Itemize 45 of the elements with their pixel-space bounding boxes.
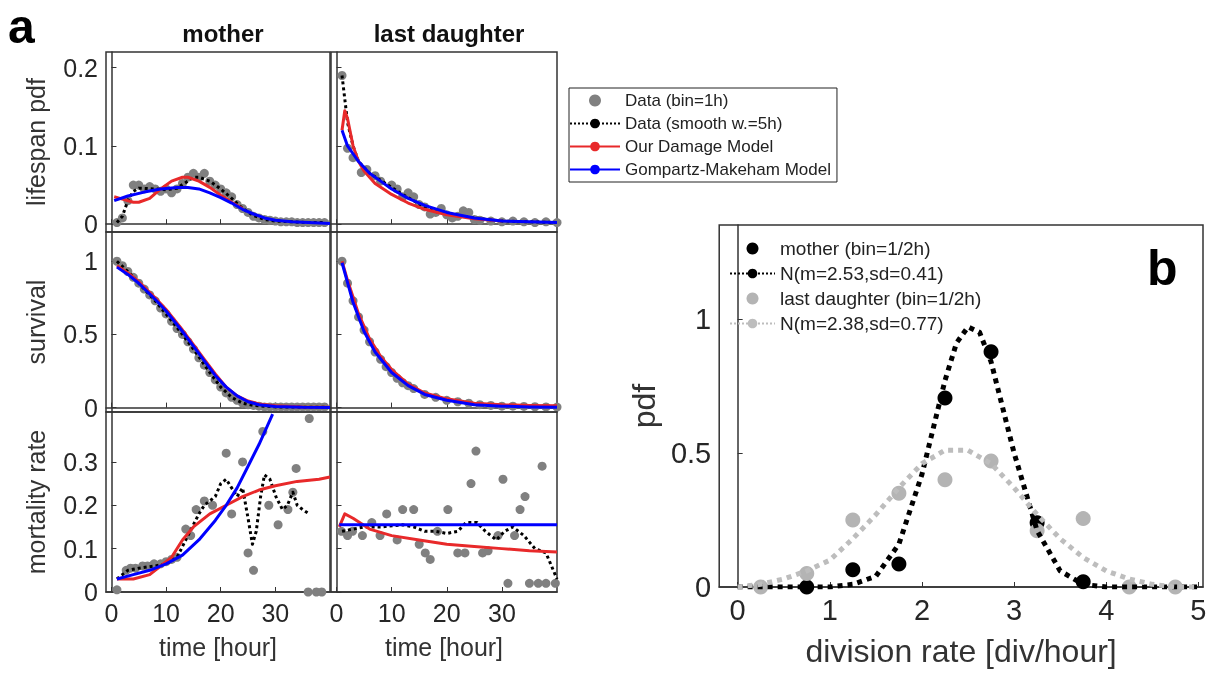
x-tick-label: 20 <box>206 598 235 627</box>
x-axis-title: time [hour] <box>384 632 504 661</box>
y-axis-title: pdf <box>626 383 662 429</box>
x-tick-label: 0 <box>329 598 344 627</box>
x-tick-label: 30 <box>487 598 516 627</box>
legend-label: Data (bin=1h) <box>625 91 729 110</box>
legend-label: Gompartz-Makeham Model <box>625 160 831 179</box>
x-tick-label: 5 <box>1190 593 1207 626</box>
x-tick-label: 1 <box>821 593 838 626</box>
x-tick-label: 10 <box>377 598 406 627</box>
y-tick-label: 0.2 <box>63 53 98 82</box>
x-axis-title: time [hour] <box>158 632 278 661</box>
chart-title: mother <box>182 19 264 47</box>
chart-title: last daughter <box>373 19 525 47</box>
x-tick-label: 2 <box>913 593 931 626</box>
x-tick-label: 20 <box>432 598 461 627</box>
y-tick-label: 0.1 <box>63 131 98 160</box>
legend-label: mother (bin=1/2h) <box>780 238 931 259</box>
legend-label: N(m=2.53,sd=0.41) <box>780 263 944 284</box>
y-tick-label: 0.5 <box>670 436 712 469</box>
y-tick-label: 0 <box>695 571 712 603</box>
y-tick-label: 1 <box>695 302 712 335</box>
x-tick-label: 3 <box>1006 593 1023 626</box>
text: a <box>8 0 35 53</box>
x-tick-label: 4 <box>1098 593 1115 626</box>
x-tick-label: 10 <box>152 598 180 627</box>
y-tick-label: 0.1 <box>63 534 98 563</box>
x-tick-label: 30 <box>261 598 290 627</box>
x-tick-label: 0 <box>729 593 746 626</box>
legend-label: Our Damage Model <box>625 137 774 156</box>
y-axis-title: mortality rate <box>21 429 50 575</box>
y-axis-title: survival <box>21 279 50 365</box>
legend-label: N(m=2.38,sd=0.77) <box>780 313 944 334</box>
x-axis-title: division rate [div/hour] <box>805 633 1117 669</box>
legend-label: Data (smooth w.=5h) <box>625 114 783 133</box>
y-tick-label: 1 <box>84 247 98 276</box>
y-tick-label: 0.3 <box>63 447 98 476</box>
y-tick-label: 0.5 <box>63 320 98 349</box>
y-tick-label: 0 <box>84 393 98 422</box>
y-tick-label: 0.2 <box>63 491 98 520</box>
annotation: b <box>1147 240 1178 296</box>
legend-label: last daughter (bin=1/2h) <box>780 288 982 309</box>
y-tick-label: 0 <box>84 210 98 239</box>
y-axis-title: lifespan pdf <box>21 78 50 206</box>
x-tick-label: 0 <box>104 598 119 627</box>
